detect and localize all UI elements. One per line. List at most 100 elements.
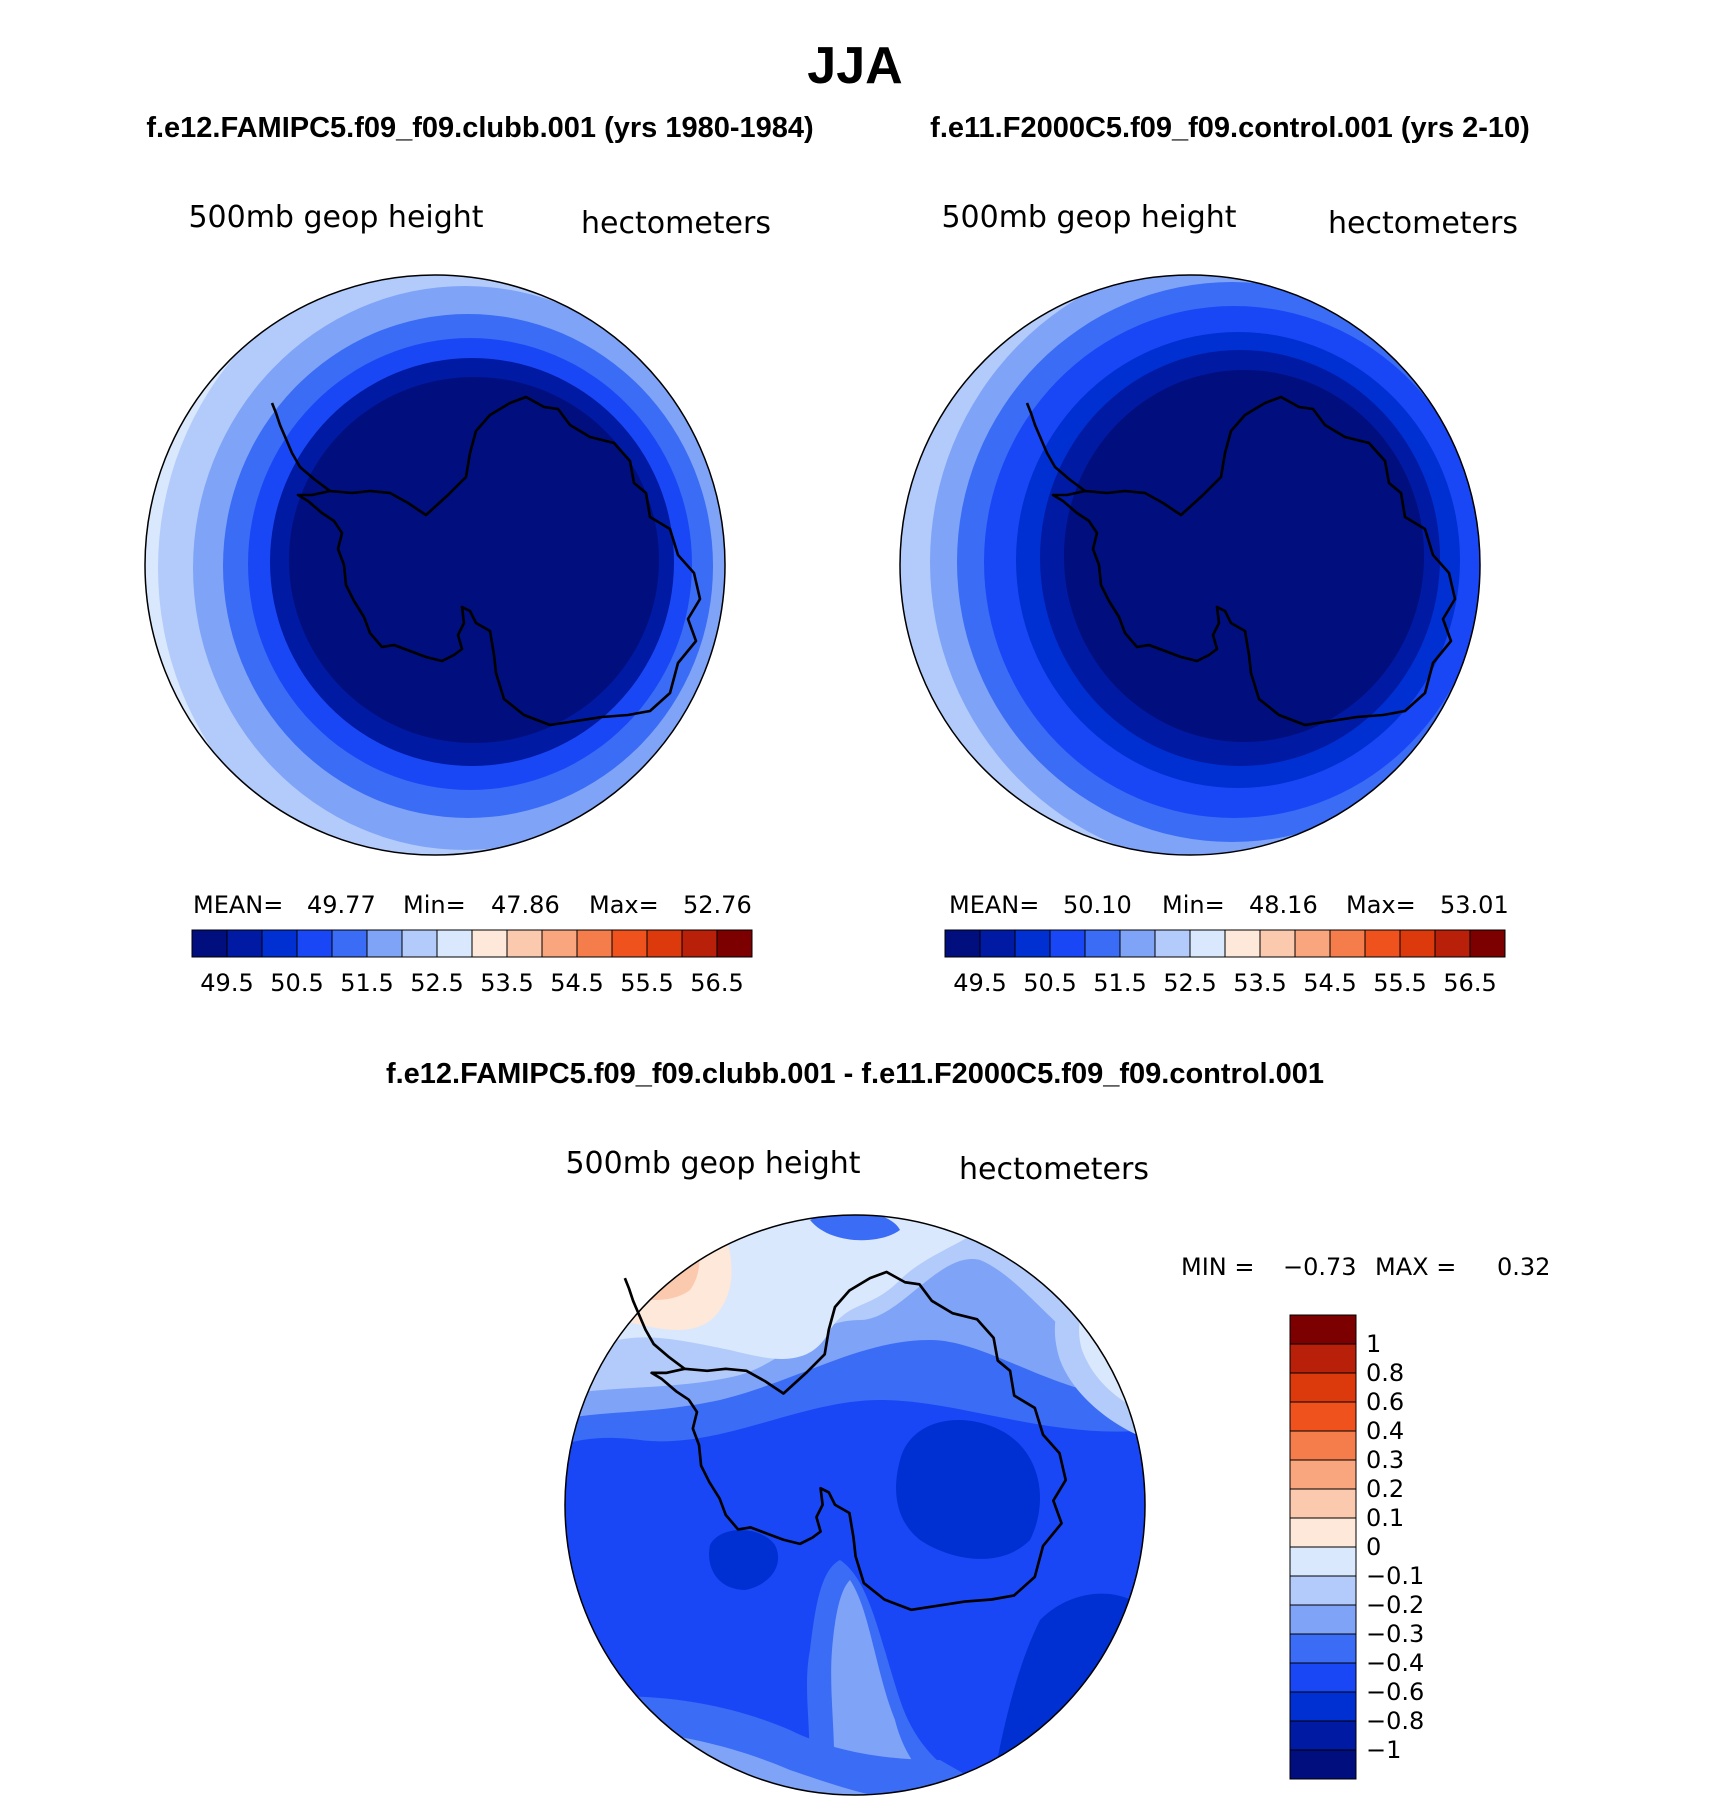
left-min-value: 47.86 <box>491 891 560 919</box>
diff-colorbar-tick-label: 0.1 <box>1366 1504 1404 1532</box>
right-max-value: 53.01 <box>1440 891 1509 919</box>
right-colorbar: 49.5 50.5 51.5 52.5 53.5 54.5 55.5 56.5 <box>944 929 1506 997</box>
right-colorbar-tick-label: 52.5 <box>1163 969 1216 997</box>
right-colorbar-tick-label: 53.5 <box>1233 969 1286 997</box>
right-mean-label: MEAN= <box>949 891 1039 919</box>
right-stats: MEAN= 50.10 Min= 48.16 Max= 53.01 <box>949 891 1509 919</box>
left-colorbar-swatch-12 <box>611 929 648 958</box>
diff-colorbar-tick-label: −0.1 <box>1366 1562 1424 1590</box>
left-colorbar: 49.5 50.5 51.5 52.5 53.5 54.5 55.5 56.5 <box>191 929 753 997</box>
left-colorbar-swatch-2 <box>261 929 298 958</box>
left-variable-label: 500mb geop height <box>188 200 483 235</box>
diff-colorbar-tick-label: −0.8 <box>1366 1707 1424 1735</box>
diff-colorbar-swatch-13 <box>1289 1691 1357 1722</box>
diff-map-panel: 500mb geop height hectometers <box>564 1146 1550 1796</box>
right-colorbar-tick-label: 55.5 <box>1373 969 1426 997</box>
diff-colorbar-swatch-1 <box>1289 1343 1357 1374</box>
season-title: JJA <box>807 37 902 95</box>
right-colorbar-swatch-7 <box>1189 929 1226 958</box>
right-map-boundary <box>899 274 1481 856</box>
right-colorbar-tick-label: 56.5 <box>1443 969 1496 997</box>
left-mean-value: 49.77 <box>307 891 376 919</box>
diff-colorbar-tick-label: 0.8 <box>1366 1359 1404 1387</box>
right-colorbar-tick-label: 50.5 <box>1023 969 1076 997</box>
diff-colorbar-tick-label: 0.4 <box>1366 1417 1404 1445</box>
right-colorbar-swatch-10 <box>1294 929 1331 958</box>
left-colorbar-tick-label: 50.5 <box>270 969 323 997</box>
diff-colorbar-swatch-12 <box>1289 1662 1357 1693</box>
diff-colorbar-swatch-11 <box>1289 1633 1357 1664</box>
left-map-panel: 500mb geop height hectometers MEAN= 49.7… <box>144 200 771 997</box>
diff-colorbar-tick-label: 0 <box>1366 1533 1381 1561</box>
left-mean-label: MEAN= <box>193 891 283 919</box>
right-min-value: 48.16 <box>1249 891 1318 919</box>
left-colorbar-swatch-14 <box>681 929 718 958</box>
diff-colorbar-tick-label: −0.3 <box>1366 1620 1424 1648</box>
right-colorbar-swatch-9 <box>1259 929 1296 958</box>
right-colorbar-swatch-11 <box>1329 929 1366 958</box>
right-colorbar-tick-label: 49.5 <box>953 969 1006 997</box>
left-stats: MEAN= 49.77 Min= 47.86 Max= 52.76 <box>193 891 752 919</box>
left-panel-title: f.e12.FAMIPC5.f09_f09.clubb.001 (yrs 198… <box>146 112 813 144</box>
left-colorbar-tick-label: 53.5 <box>480 969 533 997</box>
left-colorbar-swatch-7 <box>436 929 473 958</box>
left-map-field <box>145 275 725 855</box>
right-colorbar-swatch-15 <box>1469 929 1506 958</box>
right-max-label: Max= <box>1346 891 1416 919</box>
left-colorbar-swatch-4 <box>331 929 368 958</box>
left-max-label: Max= <box>589 891 659 919</box>
right-colorbar-swatch-3 <box>1049 929 1086 958</box>
right-panel-title: f.e11.F2000C5.f09_f09.control.001 (yrs 2… <box>930 112 1530 144</box>
diff-max-value: 0.32 <box>1497 1253 1550 1281</box>
diff-colorbar-swatch-9 <box>1289 1575 1357 1606</box>
right-colorbar-swatch-2 <box>1014 929 1051 958</box>
right-colorbar-swatch-12 <box>1364 929 1401 958</box>
diff-units-label: hectometers <box>959 1152 1149 1187</box>
diff-colorbar-tick-label: 0.3 <box>1366 1446 1404 1474</box>
diff-colorbar-tick-label: 1 <box>1366 1330 1381 1358</box>
left-colorbar-tick-label: 55.5 <box>620 969 673 997</box>
left-colorbar-swatch-5 <box>366 929 403 958</box>
right-min-label: Min= <box>1162 891 1225 919</box>
diff-panel-title: f.e12.FAMIPC5.f09_f09.clubb.001 - f.e11.… <box>386 1058 1324 1090</box>
right-colorbar-swatch-5 <box>1119 929 1156 958</box>
left-colorbar-swatch-8 <box>471 929 508 958</box>
right-colorbar-swatch-8 <box>1224 929 1261 958</box>
right-colorbar-swatch-0 <box>944 929 981 958</box>
diff-stats: MIN = −0.73 MAX = 0.32 <box>1181 1253 1550 1281</box>
diff-map-field <box>565 1215 1145 1795</box>
left-colorbar-swatch-9 <box>506 929 543 958</box>
left-colorbar-swatch-10 <box>541 929 578 958</box>
diff-colorbar-tick-label: 0.6 <box>1366 1388 1404 1416</box>
right-colorbar-swatch-13 <box>1399 929 1436 958</box>
right-units-label: hectometers <box>1328 206 1518 241</box>
left-max-value: 52.76 <box>683 891 752 919</box>
left-map-boundary <box>144 274 726 856</box>
left-colorbar-swatch-15 <box>716 929 753 958</box>
diff-colorbar-swatch-6 <box>1289 1488 1357 1519</box>
left-colorbar-swatch-11 <box>576 929 613 958</box>
diff-max-label: MAX = <box>1375 1253 1456 1281</box>
right-colorbar-swatch-14 <box>1434 929 1471 958</box>
right-colorbar-swatch-4 <box>1084 929 1121 958</box>
right-colorbar-tick-label: 51.5 <box>1093 969 1146 997</box>
diff-colorbar-swatch-7 <box>1289 1517 1357 1548</box>
right-map-panel: 500mb geop height hectometers MEAN= 50.1… <box>899 200 1518 997</box>
diff-colorbar-swatch-5 <box>1289 1459 1357 1490</box>
left-colorbar-swatch-0 <box>191 929 228 958</box>
right-mean-value: 50.10 <box>1063 891 1132 919</box>
diff-colorbar-swatch-8 <box>1289 1546 1357 1577</box>
diff-variable-label: 500mb geop height <box>565 1146 860 1181</box>
left-colorbar-swatch-1 <box>226 929 263 958</box>
right-colorbar-tick-label: 54.5 <box>1303 969 1356 997</box>
right-colorbar-swatch-6 <box>1154 929 1191 958</box>
diff-colorbar-tick-label: −0.6 <box>1366 1678 1424 1706</box>
left-colorbar-tick-label: 51.5 <box>340 969 393 997</box>
left-units-label: hectometers <box>581 206 771 241</box>
left-colorbar-tick-label: 54.5 <box>550 969 603 997</box>
left-colorbar-swatch-3 <box>296 929 333 958</box>
right-map-field <box>900 275 1480 855</box>
diff-colorbar: 10.80.60.40.30.20.10−0.1−0.2−0.3−0.4−0.6… <box>1289 1314 1424 1780</box>
diff-colorbar-tick-label: −0.4 <box>1366 1649 1424 1677</box>
